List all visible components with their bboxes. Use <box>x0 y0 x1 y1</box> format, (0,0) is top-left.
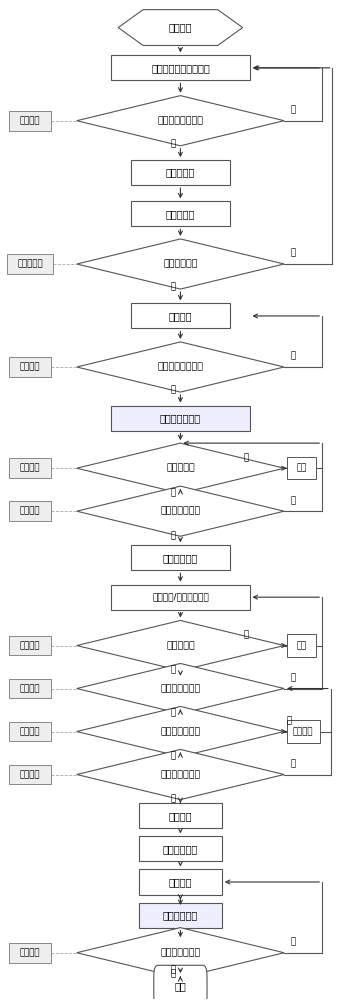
Text: 增压至目标压力？: 增压至目标压力？ <box>158 363 203 372</box>
Text: 否: 否 <box>290 105 295 114</box>
Text: 真空度监测: 真空度监测 <box>17 260 43 269</box>
FancyBboxPatch shape <box>130 545 230 570</box>
Polygon shape <box>77 663 284 714</box>
Text: 达到真空度？: 达到真空度？ <box>163 260 198 269</box>
FancyBboxPatch shape <box>9 943 51 963</box>
FancyBboxPatch shape <box>287 634 316 657</box>
Text: 温度监测: 温度监测 <box>20 948 40 957</box>
Text: 改变流量: 改变流量 <box>293 727 313 736</box>
Text: 否: 否 <box>290 249 295 258</box>
Polygon shape <box>118 10 243 45</box>
Text: 是: 是 <box>170 751 175 760</box>
Text: 是: 是 <box>170 488 175 497</box>
Text: 否: 否 <box>287 716 292 725</box>
Text: 增压: 增压 <box>296 641 306 650</box>
Text: 停止液氮供应: 停止液氮供应 <box>163 844 198 854</box>
Text: 试验准备: 试验准备 <box>169 23 192 33</box>
FancyBboxPatch shape <box>9 722 51 741</box>
Text: 温差监测: 温差监测 <box>20 684 40 693</box>
FancyBboxPatch shape <box>130 303 230 328</box>
FancyBboxPatch shape <box>7 254 53 274</box>
Polygon shape <box>77 342 284 392</box>
Text: 是: 是 <box>170 794 175 803</box>
Text: 压力监测: 压力监测 <box>20 116 40 125</box>
Polygon shape <box>77 443 284 493</box>
Text: 压力降低？: 压力降低？ <box>166 641 195 650</box>
Text: 通过高压氮气入口增压: 通过高压氮气入口增压 <box>151 63 210 73</box>
Text: 稳压后排气: 稳压后排气 <box>166 209 195 219</box>
Text: 增压至置换压力？: 增压至置换压力？ <box>158 116 203 125</box>
Text: 是: 是 <box>170 283 175 292</box>
FancyBboxPatch shape <box>111 55 249 80</box>
Text: 否: 否 <box>244 453 249 462</box>
Text: 达到要求时间？: 达到要求时间？ <box>160 770 201 779</box>
FancyBboxPatch shape <box>111 585 249 610</box>
Text: 结束: 结束 <box>175 981 186 991</box>
Text: 初步增压: 初步增压 <box>169 311 192 321</box>
Text: 否: 否 <box>290 937 295 946</box>
Text: 温差监测: 温差监测 <box>20 727 40 736</box>
Text: 降至目标温度？: 降至目标温度？ <box>160 684 201 693</box>
Text: 增压: 增压 <box>296 464 306 473</box>
Text: 温度回至常温？: 温度回至常温？ <box>160 948 201 957</box>
Text: 温度监测: 温度监测 <box>20 507 40 516</box>
Polygon shape <box>77 928 284 978</box>
Text: 压力监测: 压力监测 <box>20 464 40 473</box>
Polygon shape <box>77 486 284 536</box>
Text: 否: 否 <box>290 759 295 768</box>
Text: 启动循环氮气泵: 启动循环氮气泵 <box>160 413 201 423</box>
FancyBboxPatch shape <box>139 869 222 895</box>
Text: 是: 是 <box>170 965 175 974</box>
FancyBboxPatch shape <box>154 965 207 1000</box>
Text: 时间监测: 时间监测 <box>20 770 40 779</box>
FancyBboxPatch shape <box>287 457 316 479</box>
Text: 是: 是 <box>170 708 175 717</box>
FancyBboxPatch shape <box>9 765 51 784</box>
Text: 是: 是 <box>170 531 175 540</box>
Text: 否: 否 <box>244 630 249 639</box>
Text: 是: 是 <box>170 665 175 674</box>
FancyBboxPatch shape <box>111 406 249 431</box>
FancyBboxPatch shape <box>9 679 51 698</box>
FancyBboxPatch shape <box>9 501 51 521</box>
Text: 供应液氮/调整液氮流量: 供应液氮/调整液氮流量 <box>152 593 209 602</box>
Text: 是: 是 <box>170 386 175 395</box>
Polygon shape <box>77 706 284 757</box>
Text: 压力监测: 压力监测 <box>20 641 40 650</box>
Text: 降至液氮温度？: 降至液氮温度？ <box>160 507 201 516</box>
FancyBboxPatch shape <box>139 803 222 828</box>
Text: 测试对象回温: 测试对象回温 <box>163 910 198 920</box>
Polygon shape <box>77 620 284 671</box>
Text: 达到要求温差？: 达到要求温差？ <box>160 727 201 736</box>
FancyBboxPatch shape <box>130 160 230 185</box>
FancyBboxPatch shape <box>9 357 51 377</box>
Text: 压力降低？: 压力降低？ <box>166 464 195 473</box>
Text: 压力监测: 压力监测 <box>20 363 40 372</box>
Text: 排气降压: 排气降压 <box>169 877 192 887</box>
Text: 否: 否 <box>290 496 295 505</box>
FancyBboxPatch shape <box>139 836 222 861</box>
Text: 否: 否 <box>290 352 295 361</box>
FancyBboxPatch shape <box>9 458 51 478</box>
Text: 排气降压: 排气降压 <box>169 811 192 821</box>
Text: 稳压后排气: 稳压后排气 <box>166 168 195 178</box>
Polygon shape <box>77 749 284 800</box>
Polygon shape <box>77 96 284 146</box>
FancyBboxPatch shape <box>9 636 51 655</box>
FancyBboxPatch shape <box>287 720 320 743</box>
FancyBboxPatch shape <box>139 903 222 928</box>
FancyBboxPatch shape <box>130 201 230 226</box>
Text: 是: 是 <box>170 139 175 148</box>
Polygon shape <box>77 239 284 289</box>
FancyBboxPatch shape <box>9 111 51 131</box>
Text: 启动氦气回收: 启动氦气回收 <box>163 553 198 563</box>
Text: 否: 否 <box>290 673 295 682</box>
Text: 是: 是 <box>170 970 175 979</box>
